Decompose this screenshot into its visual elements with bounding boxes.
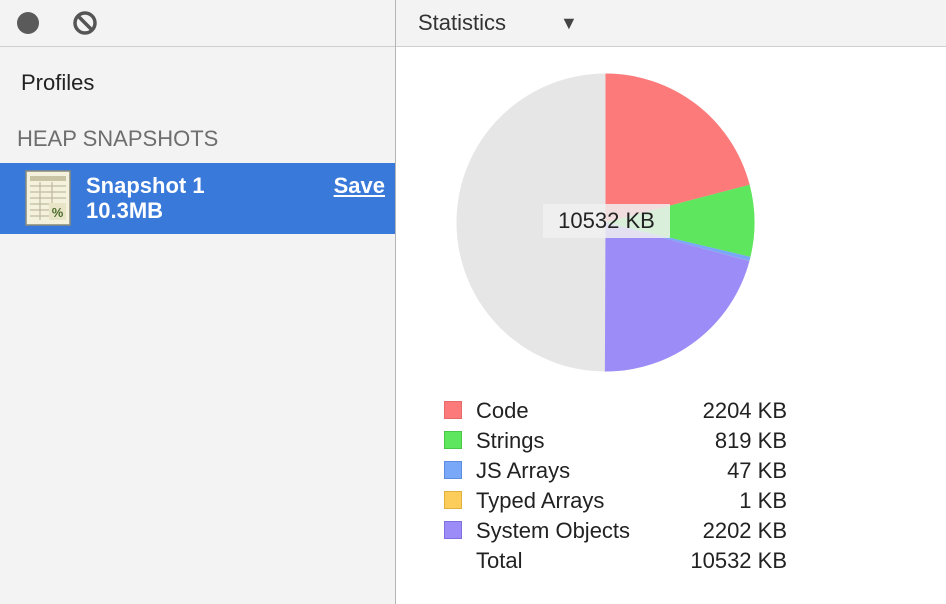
legend-label: Typed Arrays	[476, 488, 605, 513]
snapshot-file-icon: %	[25, 170, 71, 226]
legend-row: Typed Arrays 1 KB	[442, 486, 787, 516]
legend-value: 819 KB	[714, 428, 787, 453]
svg-text:%: %	[52, 205, 64, 220]
legend-swatch	[444, 431, 462, 449]
save-snapshot-link[interactable]: Save	[333, 173, 385, 198]
legend-label: System Objects	[476, 518, 631, 543]
legend-value: 47 KB	[727, 458, 787, 483]
snapshot-item[interactable]: % Snapshot 1 10.3MB Save	[0, 163, 395, 234]
snapshot-size: 10.3MB	[86, 198, 164, 223]
legend-label: Strings	[476, 428, 545, 453]
legend-row: Code 2204 KB	[442, 396, 787, 426]
pie-slice-system-objects	[604, 222, 750, 372]
legend-value: 2202 KB	[702, 518, 787, 543]
legend-swatch	[444, 491, 462, 509]
view-select[interactable]: Statistics ▼	[418, 10, 578, 36]
legend-swatch	[444, 521, 462, 539]
legend-label: JS Arrays	[476, 458, 571, 483]
record-button[interactable]	[17, 12, 39, 34]
profiles-sidebar: Profiles HEAP SNAPSHOTS % Snapshot 1 10.…	[0, 0, 396, 604]
legend-value: 2204 KB	[702, 398, 787, 423]
pie-slice-strings	[605, 184, 755, 257]
legend-swatch	[444, 401, 462, 419]
clear-profiles-button[interactable]	[72, 10, 98, 36]
statistics-panel: Statistics ▼ 10532 KB Code 2204 KB Strings…	[396, 0, 946, 604]
legend-value: 10532 KB	[690, 548, 787, 573]
legend-value: 1 KB	[739, 488, 787, 513]
legend-row: JS Arrays 47 KB	[442, 456, 787, 486]
view-toolbar: Statistics ▼	[396, 0, 946, 47]
legend-row: Total 10532 KB	[442, 546, 787, 576]
pie-center-label: 10532 KB	[543, 204, 670, 238]
legend-label: Total	[476, 548, 523, 573]
view-select-value: Statistics	[418, 10, 507, 35]
legend-label: Code	[476, 398, 529, 423]
profiles-toolbar	[0, 0, 395, 47]
chevron-down-icon: ▼	[560, 12, 578, 33]
legend-row: Strings 819 KB	[442, 426, 787, 456]
legend-swatch	[444, 461, 462, 479]
heap-snapshots-section-title: HEAP SNAPSHOTS	[17, 126, 219, 151]
snapshot-name: Snapshot 1	[86, 173, 205, 198]
legend-row: System Objects 2202 KB	[442, 516, 787, 546]
pie-legend: Code 2204 KB Strings 819 KB JS Arrays 47 KB Ty…	[442, 396, 787, 576]
clear-icon	[73, 11, 97, 35]
pie-slice-code	[605, 73, 750, 223]
profiles-title: Profiles	[21, 70, 95, 95]
